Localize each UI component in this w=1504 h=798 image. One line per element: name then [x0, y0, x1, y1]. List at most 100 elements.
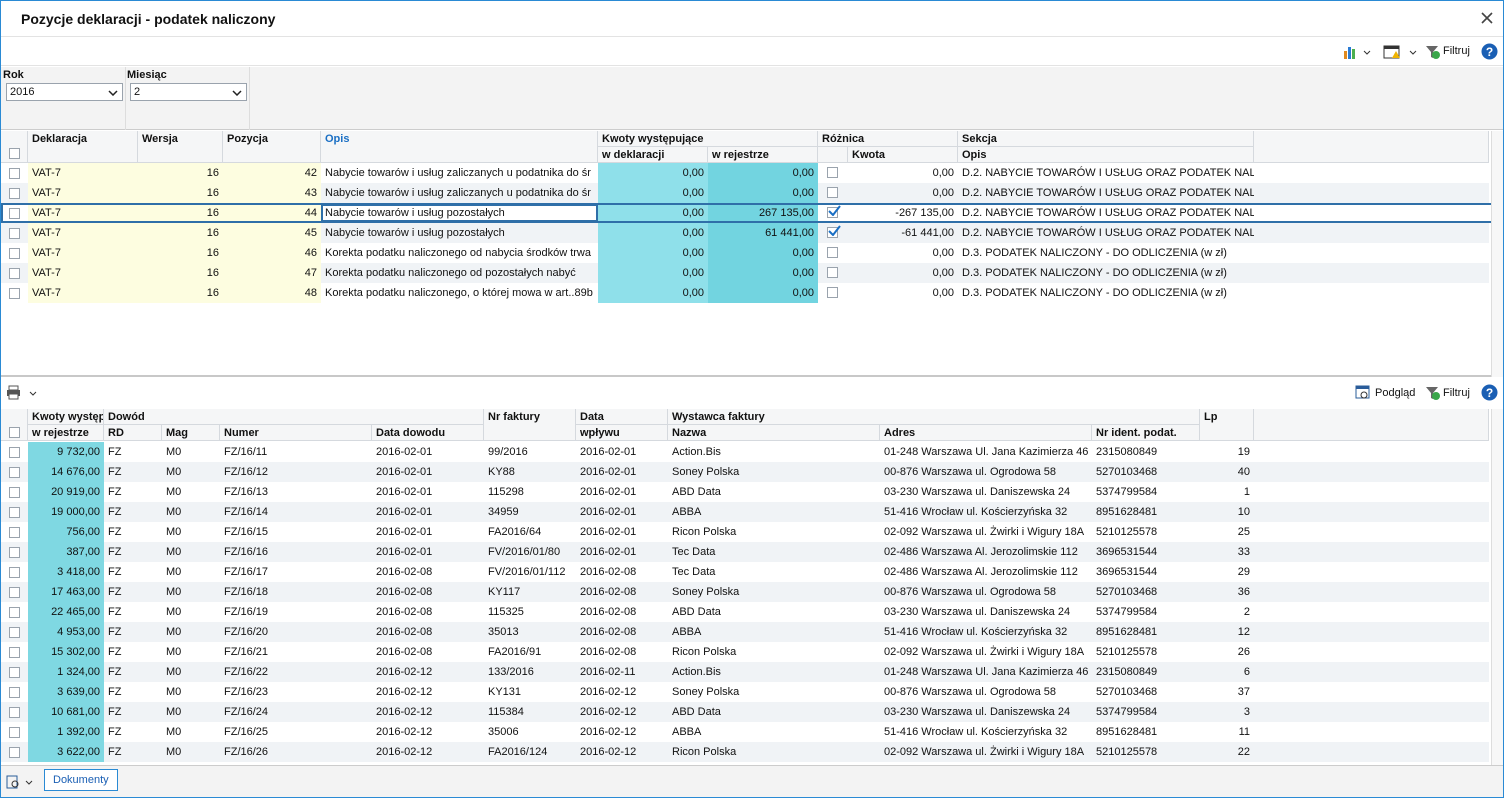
table-row[interactable]: 9 732,00 FZ M0 FZ/16/11 2016-02-01 99/2016 201… [1, 442, 1489, 462]
table-row[interactable]: 15 302,00 FZ M0 FZ/16/21 2016-02-08 FA2016/91… [1, 642, 1489, 662]
column-header[interactable]: Adres [880, 425, 1092, 441]
help-button[interactable]: ? [1481, 384, 1498, 401]
table-row[interactable]: VAT-7 16 44 Nabycie towarów i usług pozosta… [1, 203, 1503, 223]
report-button[interactable] [1383, 44, 1419, 60]
checkbox[interactable] [9, 168, 20, 179]
column-header[interactable]: Kwoty występu [28, 409, 104, 425]
table-row[interactable]: VAT-7 16 42 Nabycie towarów i usług zalicza… [1, 163, 1489, 183]
table-row[interactable]: 1 324,00 FZ M0 FZ/16/22 2016-02-12 133/2016 20… [1, 662, 1489, 682]
search-button[interactable] [6, 774, 36, 790]
column-header[interactable]: Różnica [818, 131, 958, 147]
table-cell: 115384 [488, 706, 524, 718]
column-header[interactable]: Nr ident. podat. [1092, 425, 1200, 441]
filter-select[interactable]: 2016 [6, 83, 123, 101]
column-header[interactable]: Opis [321, 131, 598, 163]
checkbox[interactable] [9, 747, 20, 758]
table-row[interactable]: VAT-7 16 46 Korekta podatku naliczonego od … [1, 243, 1489, 263]
table-cell: Nabycie towarów i usług pozostałych [325, 207, 505, 219]
checkbox[interactable] [9, 487, 20, 498]
checkbox[interactable] [9, 228, 20, 239]
table-row[interactable]: 14 676,00 FZ M0 FZ/16/12 2016-02-01 KY88 2016-… [1, 462, 1489, 482]
toolbar: Filtruj ? [1, 38, 1503, 66]
table-row[interactable]: 10 681,00 FZ M0 FZ/16/24 2016-02-12 115384 201… [1, 702, 1489, 722]
checkbox[interactable] [9, 208, 20, 219]
checkbox[interactable] [9, 607, 20, 618]
chart-button[interactable] [1343, 44, 1375, 60]
checkbox[interactable] [9, 268, 20, 279]
table-row[interactable]: 3 622,00 FZ M0 FZ/16/26 2016-02-12 FA2016/124… [1, 742, 1489, 762]
column-header[interactable]: Deklaracja [28, 131, 138, 163]
column-header[interactable]: Nazwa [668, 425, 880, 441]
checkbox[interactable] [9, 447, 20, 458]
column-header[interactable]: Kwota [848, 147, 958, 163]
checkbox[interactable] [9, 547, 20, 558]
filter-select[interactable]: 2 [130, 83, 247, 101]
checkbox[interactable] [827, 267, 838, 278]
table-cell: 2016-02-01 [376, 526, 433, 538]
column-header[interactable]: wpływu [576, 425, 668, 441]
column-header[interactable]: Wersja [138, 131, 223, 163]
checkbox[interactable] [9, 587, 20, 598]
column-header[interactable]: Data [576, 409, 668, 425]
column-header[interactable]: w rejestrze [28, 425, 104, 441]
column-header[interactable]: Data dowodu [372, 425, 484, 441]
checkbox[interactable] [9, 627, 20, 638]
table-row[interactable]: VAT-7 16 45 Nabycie towarów i usług pozosta… [1, 223, 1489, 243]
column-header[interactable]: Wystawca faktury [668, 409, 1200, 425]
column-header[interactable]: Sekcja [958, 131, 1254, 147]
column-header[interactable]: Lp [1200, 409, 1254, 441]
checkbox[interactable] [9, 727, 20, 738]
column-header[interactable]: Mag [162, 425, 220, 441]
checkbox[interactable] [827, 247, 838, 258]
table-cell: 03-230 Warszawa ul. Daniszewska 24 [884, 706, 1071, 718]
table-row[interactable]: 3 418,00 FZ M0 FZ/16/17 2016-02-08 FV/2016/01… [1, 562, 1489, 582]
column-header[interactable]: Opis [958, 147, 1254, 163]
table-row[interactable]: 19 000,00 FZ M0 FZ/16/14 2016-02-01 34959 2016… [1, 502, 1489, 522]
checkbox[interactable] [827, 225, 841, 238]
column-header[interactable]: w deklaracji [598, 147, 708, 163]
checkbox[interactable] [9, 687, 20, 698]
checkbox[interactable] [9, 567, 20, 578]
checkbox[interactable] [827, 205, 841, 218]
table-row[interactable]: VAT-7 16 47 Korekta podatku naliczonego od … [1, 263, 1489, 283]
checkbox[interactable] [9, 148, 20, 159]
column-header[interactable]: Numer [220, 425, 372, 441]
checkbox[interactable] [9, 467, 20, 478]
help-button[interactable]: ? [1481, 43, 1498, 60]
preview-button[interactable]: Podgląd [1375, 387, 1416, 399]
table-row[interactable]: 20 919,00 FZ M0 FZ/16/13 2016-02-01 115298 201… [1, 482, 1489, 502]
table-row[interactable]: 17 463,00 FZ M0 FZ/16/18 2016-02-08 KY117 2016… [1, 582, 1489, 602]
table-row[interactable]: 387,00 FZ M0 FZ/16/16 2016-02-01 FV/2016/01/8… [1, 542, 1489, 562]
table-row[interactable]: 3 639,00 FZ M0 FZ/16/23 2016-02-12 KY131 2016-… [1, 682, 1489, 702]
table-row[interactable]: VAT-7 16 43 Nabycie towarów i usług zalicza… [1, 183, 1489, 203]
checkbox[interactable] [9, 507, 20, 518]
checkbox[interactable] [9, 527, 20, 538]
close-button[interactable] [1480, 11, 1494, 25]
table-row[interactable]: 1 392,00 FZ M0 FZ/16/25 2016-02-12 35006 2016-… [1, 722, 1489, 742]
filter-button[interactable]: Filtruj [1443, 387, 1470, 399]
column-header[interactable]: Dowód [104, 409, 484, 425]
checkbox[interactable] [9, 647, 20, 658]
column-header[interactable]: Pozycja [223, 131, 321, 163]
checkbox[interactable] [9, 248, 20, 259]
checkbox[interactable] [9, 707, 20, 718]
checkbox[interactable] [9, 667, 20, 678]
documents-tab[interactable]: Dokumenty [44, 769, 118, 791]
table-row[interactable]: 756,00 FZ M0 FZ/16/15 2016-02-01 FA2016/64 201… [1, 522, 1489, 542]
filter-button[interactable]: Filtruj [1443, 45, 1470, 57]
column-header[interactable]: RD [104, 425, 162, 441]
table-row[interactable]: VAT-7 16 48 Korekta podatku naliczonego, o … [1, 283, 1489, 303]
table-row[interactable]: 4 953,00 FZ M0 FZ/16/20 2016-02-08 35013 2016-… [1, 622, 1489, 642]
column-header[interactable]: Kwoty występujące [598, 131, 818, 147]
column-header[interactable]: Nr faktury [484, 409, 576, 441]
table-row[interactable]: 22 465,00 FZ M0 FZ/16/19 2016-02-08 115325 201… [1, 602, 1489, 622]
checkbox[interactable] [9, 188, 20, 199]
print-button[interactable] [6, 385, 40, 401]
checkbox[interactable] [827, 287, 838, 298]
checkbox[interactable] [827, 187, 838, 198]
checkbox[interactable] [9, 427, 20, 438]
checkbox[interactable] [9, 288, 20, 299]
column-header[interactable]: w rejestrze [708, 147, 818, 163]
checkbox[interactable] [827, 167, 838, 178]
table-cell: 0,00 [932, 247, 954, 259]
